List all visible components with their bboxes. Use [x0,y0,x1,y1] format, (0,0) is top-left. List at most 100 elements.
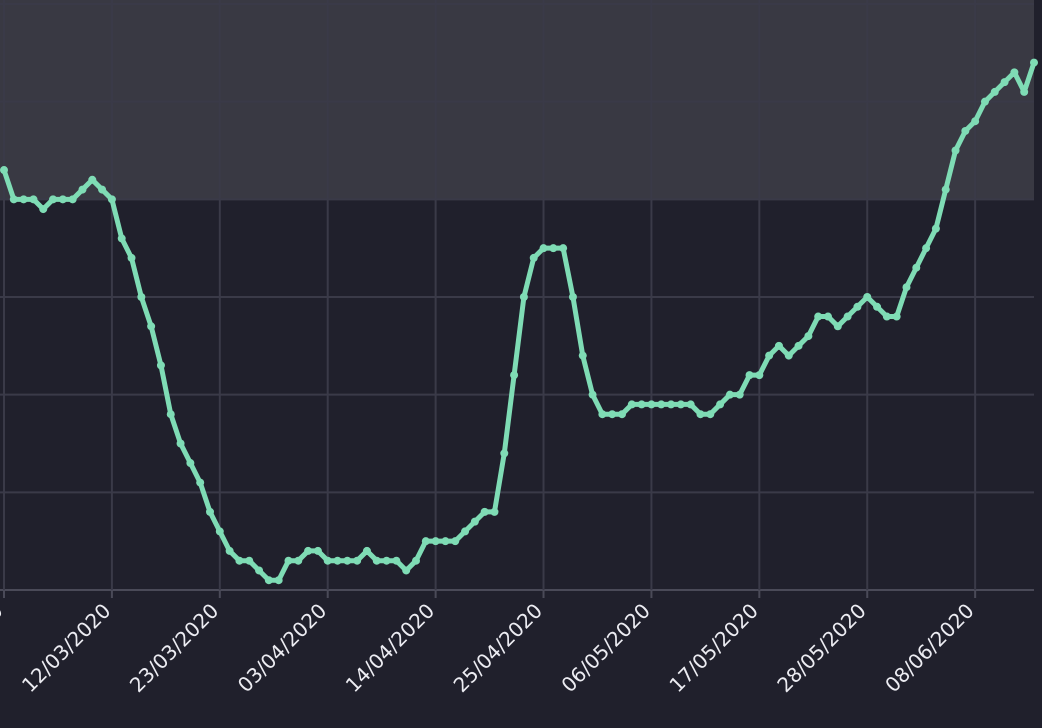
data-point [853,302,862,311]
data-point [519,293,528,301]
data-point [902,283,911,292]
data-point [255,566,264,575]
data-point [990,87,999,96]
data-point [549,244,558,253]
data-point [333,556,342,565]
data-point [725,390,734,399]
data-point [343,556,352,565]
data-point [980,97,989,106]
data-point [657,400,666,409]
data-point [156,361,165,370]
data-point [941,185,950,194]
data-point [774,341,783,350]
data-point [470,517,479,526]
data-point [1000,78,1009,87]
data-point [412,556,420,565]
data-point [147,322,156,331]
data-point [578,351,587,360]
data-point [618,410,626,419]
data-point [794,341,803,350]
data-point [716,400,725,409]
data-point [166,410,175,419]
data-point [29,195,38,204]
data-point [735,390,744,399]
data-point [1020,87,1029,96]
data-point [78,185,87,194]
data-point [421,537,430,546]
x-tick-label: 06/05/2020 [556,599,654,697]
data-point [922,244,931,253]
data-point [88,175,97,184]
data-point [382,556,391,565]
data-line [1,60,1037,583]
data-point [892,312,901,321]
x-tick-label: 08/06/2020 [880,599,978,697]
data-point [833,322,842,331]
data-point [441,537,450,546]
data-point [186,459,195,468]
data-point [304,546,313,555]
data-point [402,566,411,575]
data-point [98,185,107,194]
data-point [480,507,489,516]
data-point [107,195,116,204]
data-point [765,351,774,360]
data-point [706,410,715,419]
data-point [9,195,18,204]
data-point [0,166,8,175]
data-point [127,253,136,262]
data-point [235,556,244,565]
data-point [58,195,67,204]
data-point [951,146,960,155]
x-tick-label: 03/04/2020 [233,599,331,697]
data-point [598,410,607,419]
data-point [206,507,214,516]
data-point [264,576,273,585]
data-point [627,400,636,409]
data-point [568,293,577,301]
data-point [392,556,401,565]
x-tick-label: 17/05/2020 [664,599,762,697]
data-point [961,126,970,135]
data-point [313,546,322,555]
data-point [676,400,685,409]
x-tick-label: 01/03/2020 [0,599,8,697]
data-point [19,195,28,204]
data-point [500,449,509,458]
data-point [784,351,793,360]
data-point [490,507,499,516]
data-point [284,556,293,565]
data-point [461,527,470,536]
x-tick-label: 14/04/2020 [341,599,439,697]
data-point [137,293,146,301]
data-point [225,546,234,555]
data-point [608,410,617,419]
data-point [372,556,381,565]
data-point [637,400,646,409]
data-point [588,390,597,399]
data-point [39,205,48,214]
data-point [843,312,852,321]
data-point [1010,68,1019,77]
data-point [647,400,656,409]
data-point [824,312,832,321]
data-point [882,312,891,321]
data-point [667,400,676,409]
data-point [804,332,813,341]
data-point [1030,58,1038,67]
x-tick-label: 25/04/2020 [449,599,547,697]
data-point [696,410,705,419]
data-point [971,117,980,126]
data-point [863,293,872,301]
data-point [529,253,538,262]
data-point [510,371,519,380]
data-point [451,537,460,546]
data-point [323,556,332,565]
data-point [745,371,754,380]
data-point [912,263,921,272]
data-point [215,527,224,536]
data-point [362,546,371,555]
highlight-band [0,0,1034,200]
